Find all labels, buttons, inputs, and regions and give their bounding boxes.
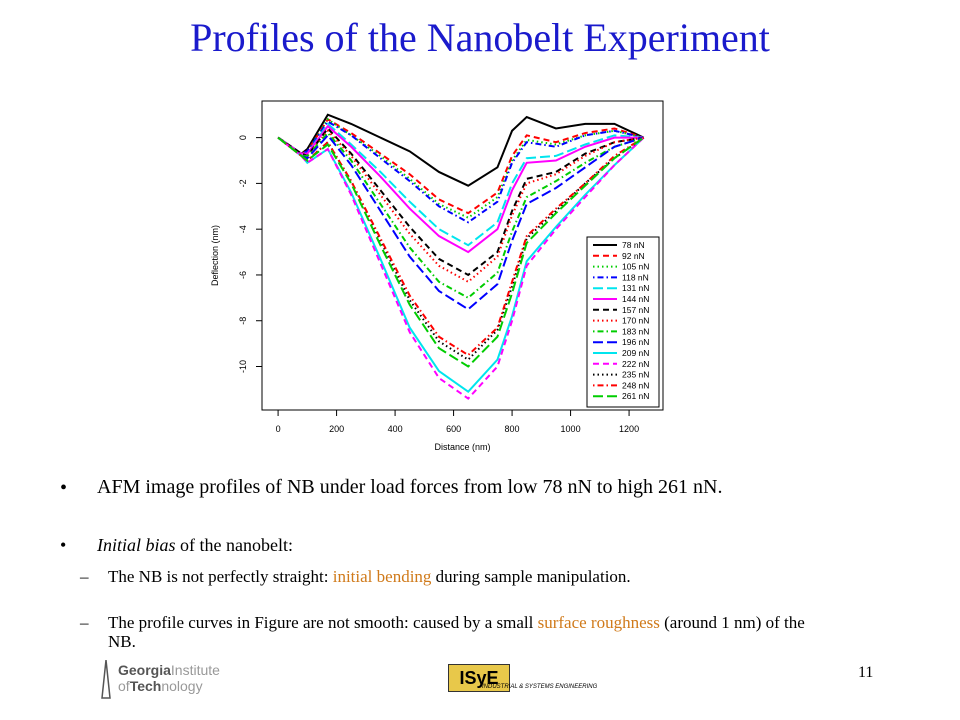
x-tick-label: 800 xyxy=(505,424,520,434)
logo-text: Tech xyxy=(129,678,162,694)
text-run: surface roughness xyxy=(537,613,660,632)
y-tick-label: -4 xyxy=(238,225,248,233)
text-run: during sample manipulation. xyxy=(431,567,631,586)
logo-mark xyxy=(101,660,111,699)
series-line xyxy=(277,126,644,277)
legend-label: 183 nN xyxy=(622,326,649,336)
legend-label: 235 nN xyxy=(622,370,649,380)
legend-label: 222 nN xyxy=(622,359,649,369)
legend-label: 118 nN xyxy=(622,272,649,282)
series-line xyxy=(277,133,644,311)
dash-bullet: – xyxy=(80,613,89,632)
legend-box xyxy=(586,236,660,408)
series-line xyxy=(277,120,644,224)
logo-georgia-tech: GeorgiaInstitute ofTechnology xyxy=(100,660,240,700)
bullet-text: The profile curves in Figure are not smo… xyxy=(108,613,828,651)
bullet: • xyxy=(60,477,68,499)
logo-text: of xyxy=(118,678,130,694)
x-tick-label: 200 xyxy=(329,424,344,434)
logo-caption: INDUSTRIAL & SYSTEMS ENGINEERING xyxy=(482,684,598,690)
x-tick-label: 400 xyxy=(388,424,403,434)
x-tick-label: 1000 xyxy=(561,424,581,434)
legend-label: 196 nN xyxy=(622,337,649,347)
y-tick-label: -8 xyxy=(238,317,248,325)
text-run: The profile curves in Figure are not smo… xyxy=(108,613,538,632)
logo-isye: ISyE xyxy=(448,664,510,692)
series-line xyxy=(277,136,645,400)
legend-label: 157 nN xyxy=(622,305,649,315)
x-tick-label: 0 xyxy=(276,424,281,434)
plot-frame xyxy=(261,100,664,411)
bullet-text: Initial bias of the nanobelt: xyxy=(97,535,293,556)
bullet-text: The NB is not perfectly straight: initia… xyxy=(108,567,828,586)
y-tick-label: -2 xyxy=(238,179,248,187)
slide-title: Profiles of the Nanobelt Experiment xyxy=(190,15,770,60)
legend-label: 144 nN xyxy=(622,294,649,304)
text-run: Initial bias xyxy=(97,535,176,555)
series-line xyxy=(277,122,644,247)
y-tick-label: -10 xyxy=(238,360,248,373)
series-line xyxy=(277,131,644,300)
text-run: of the nanobelt: xyxy=(175,535,293,555)
logo-text: nology xyxy=(161,678,203,694)
text-run: (around 1 nm) of the NB. xyxy=(108,613,805,651)
series-line xyxy=(277,129,644,284)
series-line xyxy=(277,124,644,254)
text-run: The NB is not perfectly straight: xyxy=(108,567,333,586)
legend-label: 131 nN xyxy=(622,283,649,293)
legend-label: 78 nN xyxy=(622,240,645,250)
text-run: initial bending xyxy=(332,567,432,586)
y-tick-label: -6 xyxy=(238,271,248,279)
dash-bullet: – xyxy=(80,567,89,586)
y-axis-label: Deflection (nm) xyxy=(210,225,220,286)
text-run: AFM image profiles of NB under load forc… xyxy=(97,476,723,498)
series-line xyxy=(277,117,644,215)
legend-label: 248 nN xyxy=(622,380,649,390)
chart: 0 200 400 600 800 1000 1200 0 -2 -4 -6 -8 -10 Distanc… xyxy=(210,100,664,452)
logo-text: Georgia xyxy=(118,662,171,678)
x-axis-label: Distance (nm) xyxy=(434,442,490,452)
x-tick-label: 1200 xyxy=(619,424,639,434)
series-line xyxy=(277,136,645,368)
legend-label: 105 nN xyxy=(622,262,649,272)
legend-label: 261 nN xyxy=(622,391,649,401)
legend-label: 209 nN xyxy=(622,348,649,358)
page-number: 11 xyxy=(858,664,874,681)
logo-text: Institute xyxy=(170,662,220,678)
legend-label: 170 nN xyxy=(622,316,649,326)
bullet: • xyxy=(60,535,67,555)
x-tick-label: 600 xyxy=(446,424,461,434)
bullet-text: AFM image profiles of NB under load forc… xyxy=(97,477,857,498)
y-tick-label: 0 xyxy=(238,135,248,140)
legend-label: 92 nN xyxy=(622,251,645,261)
series-line xyxy=(277,113,645,187)
